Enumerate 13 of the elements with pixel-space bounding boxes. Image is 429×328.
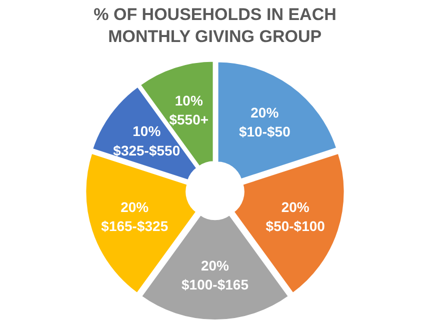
- slice-label: $10-$50: [238, 124, 291, 140]
- slice-label: $100-$165: [182, 276, 249, 293]
- data-label: 10%: [174, 92, 204, 109]
- slice-label: $550+: [169, 112, 209, 128]
- chart-title: % OF HOUSEHOLDS IN EACH MONTHLY GIVING GROUP: [94, 5, 336, 46]
- slice-label: $325-$550: [113, 142, 180, 158]
- data-label: 20%: [200, 257, 230, 274]
- data-label: 10%: [132, 123, 162, 140]
- slice-label: $165-$325: [101, 218, 168, 234]
- data-label: 20%: [250, 104, 280, 121]
- data-label: 20%: [281, 199, 310, 216]
- slice-label: $50-$100: [266, 218, 326, 234]
- data-label: 20%: [120, 199, 150, 216]
